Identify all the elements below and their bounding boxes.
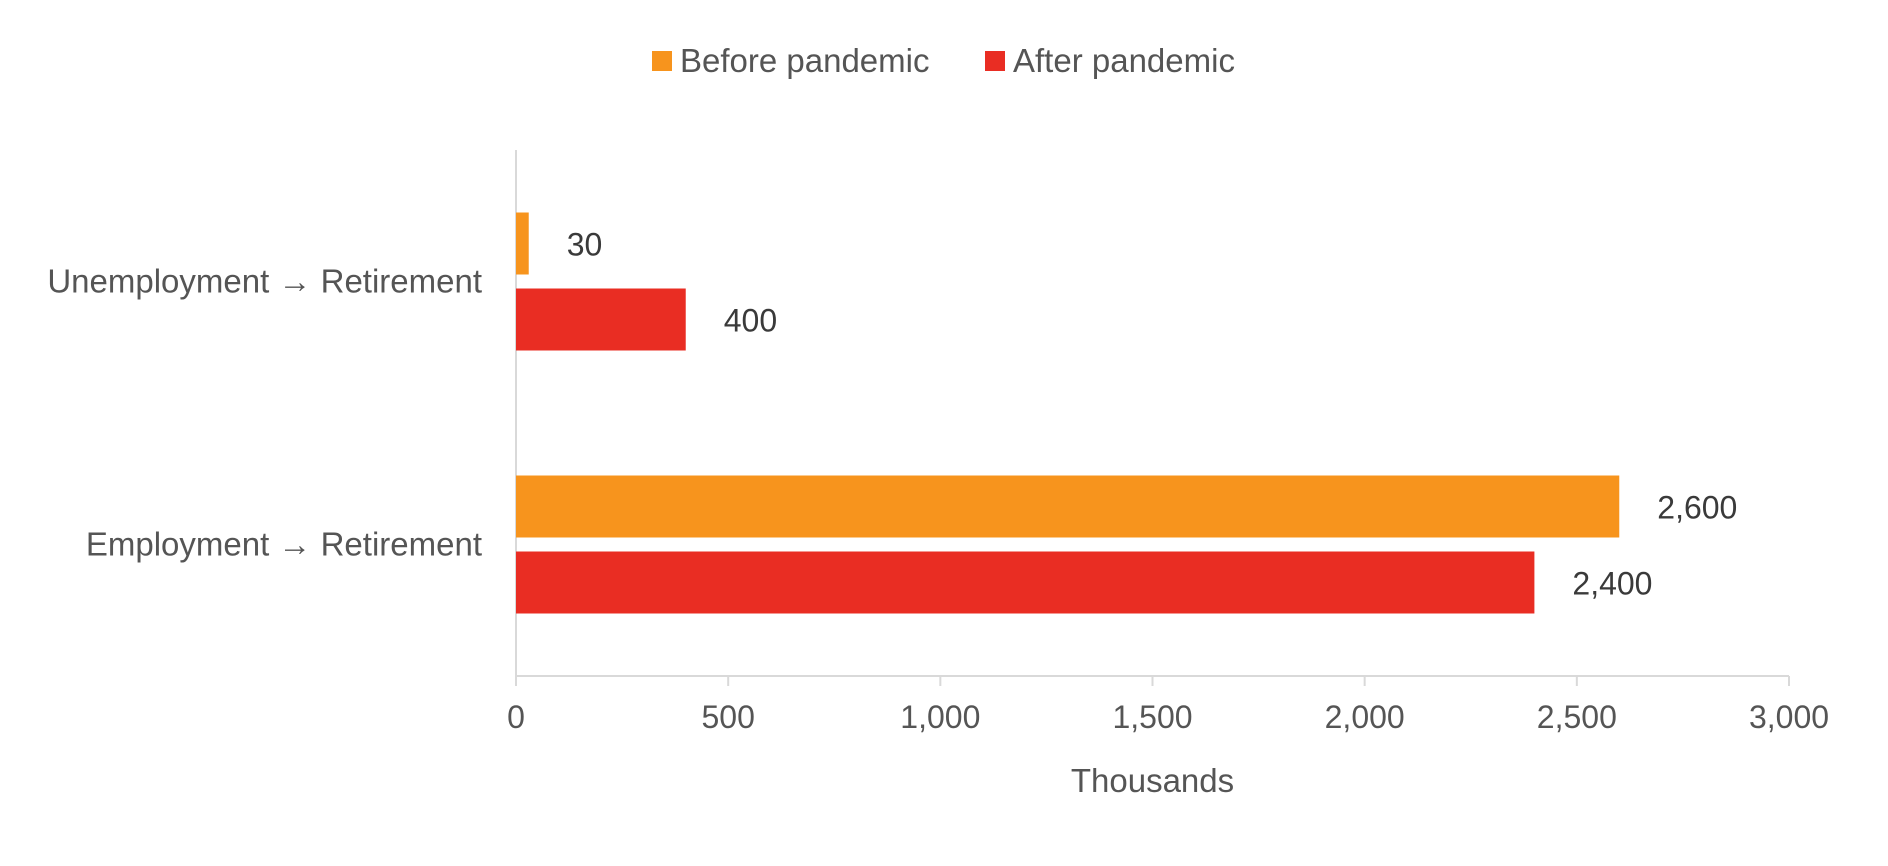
x-tick-label: 3,000 bbox=[1749, 699, 1829, 735]
x-axis-title: Thousands bbox=[1071, 762, 1234, 799]
x-tick-label: 1,000 bbox=[900, 699, 980, 735]
bars bbox=[516, 212, 1620, 614]
category-labels: Unemployment → Retirement Employment → Re… bbox=[47, 263, 482, 563]
legend: Before pandemic After pandemic bbox=[652, 42, 1235, 79]
data-labels: 30 400 2,600 2,400 bbox=[567, 227, 1738, 602]
data-label: 2,400 bbox=[1572, 566, 1652, 602]
data-label: 400 bbox=[724, 303, 777, 339]
data-label: 2,600 bbox=[1657, 490, 1737, 526]
x-tick-label: 2,500 bbox=[1537, 699, 1617, 735]
legend-label-1: Before pandemic bbox=[680, 42, 929, 79]
x-tick-label: 1,500 bbox=[1112, 699, 1192, 735]
bar-before-2 bbox=[516, 475, 1620, 538]
axes: 0 500 1,000 1,500 2,000 2,500 3,000 bbox=[507, 150, 1829, 735]
x-tick-label: 500 bbox=[701, 699, 754, 735]
x-tick-label: 0 bbox=[507, 699, 525, 735]
category-label: Employment → Retirement bbox=[86, 526, 482, 563]
bar-after-1 bbox=[516, 288, 686, 351]
x-tick-label: 2,000 bbox=[1325, 699, 1405, 735]
legend-label-2: After pandemic bbox=[1013, 42, 1235, 79]
legend-swatch-1 bbox=[652, 51, 672, 71]
bar-before-1 bbox=[516, 212, 529, 275]
legend-swatch-2 bbox=[985, 51, 1005, 71]
bar-after-2 bbox=[516, 551, 1535, 614]
data-label: 30 bbox=[567, 227, 603, 263]
category-label: Unemployment → Retirement bbox=[47, 263, 482, 300]
